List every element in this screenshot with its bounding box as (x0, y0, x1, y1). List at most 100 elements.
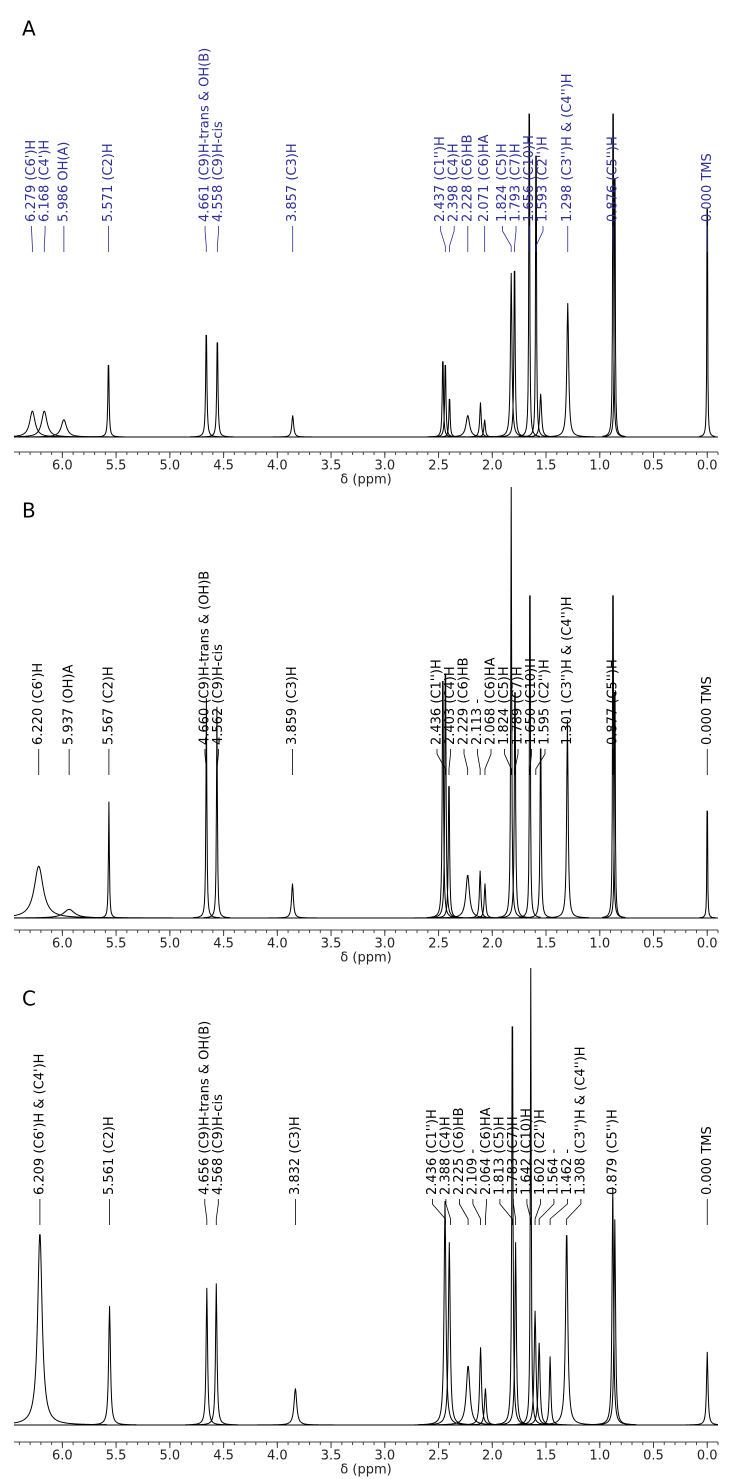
peak-label: 1.593 (C2'')H (536, 136, 551, 222)
peak-label: 4.558 (C9)H-cis (211, 121, 226, 222)
peak-connector (538, 1199, 555, 1225)
peak-connector (535, 749, 546, 775)
panel-letter: B (22, 499, 36, 523)
signal (699, 810, 716, 919)
peak-label: 2.109 - (465, 1149, 480, 1195)
x-tick-label: 3.0 (374, 937, 395, 952)
peak-label: 2.064 (C6)HA (479, 1107, 494, 1195)
peak-connector (472, 1199, 481, 1225)
panel-letter: A (22, 17, 36, 41)
peak-label: 2.068 (C6)HA (484, 657, 499, 745)
x-tick-label: 5.0 (160, 937, 181, 952)
peak-label: 2.228 (C6)HB (460, 134, 475, 222)
x-tick-label: 5.0 (160, 1449, 181, 1464)
signal (497, 486, 525, 918)
peak-connector (526, 1199, 532, 1225)
peak-label: 2.436 (C1'')H (430, 659, 445, 745)
signal (429, 365, 462, 438)
peak-label: 1.462 - (560, 1149, 575, 1195)
signal (517, 967, 545, 1425)
peak-label: 2.225 (C6)HB (452, 1107, 467, 1195)
x-tick-label: 4.0 (267, 459, 288, 474)
spectrum (14, 113, 716, 438)
signal (194, 1283, 238, 1426)
signal (255, 1388, 336, 1426)
peak-connector (513, 1199, 517, 1225)
peak-label: 4.568 (C9)H-cis (211, 1094, 226, 1195)
peak-label: 5.561 (C2)H (102, 1116, 117, 1195)
peak-label: 6.209 (C6')H & (C4')H (32, 1054, 47, 1195)
signal (534, 1235, 599, 1426)
peak-label: 2.403 (C4)H (443, 666, 458, 745)
peak-label: 2.436 (C1'')H (425, 1109, 440, 1195)
peak-label: 1.602 (C2'')H (533, 1109, 548, 1195)
peak-label: 1.642 (C10)H (519, 1108, 534, 1195)
x-tick-label: 2.0 (482, 1449, 503, 1464)
x-tick-label: 0.0 (697, 937, 718, 952)
peak-label: 0.000 TMS (700, 153, 715, 222)
peak-connector (504, 749, 512, 775)
peak-connector (502, 226, 512, 252)
peak-connector (436, 749, 446, 775)
x-tick-label: 2.5 (428, 937, 449, 952)
peak-label: 3.859 (C3)H (285, 666, 300, 745)
x-tick-label: 3.5 (321, 459, 342, 474)
signal (433, 398, 466, 438)
x-tick-label: 3.5 (321, 937, 342, 952)
signal (453, 1347, 508, 1426)
signal (14, 865, 174, 919)
peak-connector (43, 226, 46, 252)
x-tick-label: 1.0 (589, 459, 610, 474)
peak-connector (216, 749, 219, 775)
panel: C 6.0 5.5 5.0 4.5 4.0 3.5 3.0 2.5 2.0 1.5 1.0 0.5 0.0… (14, 967, 719, 1478)
peak-connector (485, 1199, 487, 1225)
signal (92, 365, 125, 438)
panel-letter: C (22, 987, 36, 1011)
peak-connector (215, 1199, 219, 1225)
peak-connector (204, 749, 207, 775)
peak-label: 1.793 (C7)H (509, 143, 524, 222)
peak-label: 0.000 TMS (700, 1126, 715, 1195)
peak-label: 1.783 (C7)H (506, 1116, 521, 1195)
signal (14, 1234, 108, 1426)
peak-label: 1.824 (C5)H (497, 666, 512, 745)
peak-label: 0.000 TMS (700, 676, 715, 745)
peak-label: 1.595 (C2'')H (538, 659, 553, 745)
x-tick-label: 1.0 (589, 1449, 610, 1464)
peak-connector (448, 749, 451, 775)
signal (418, 1201, 472, 1426)
x-tick-label: 4.5 (213, 937, 234, 952)
x-tick-label: 6.0 (52, 937, 73, 952)
peak-label: 5.567 (C2)H (101, 666, 116, 745)
signal (413, 874, 522, 919)
signal (525, 155, 547, 437)
panel: A 6.0 5.5 5.0 4.5 4.0 3.5 3.0 2.5 2.0 1.5 1.0 0.5 0.0… (14, 17, 719, 488)
x-tick-label: 2.5 (428, 1449, 449, 1464)
signal (426, 361, 459, 438)
signal (265, 883, 320, 919)
peak-connector (514, 749, 519, 775)
signal (458, 1388, 513, 1426)
x-tick-label: 3.0 (374, 1449, 395, 1464)
peak-label: 1.656 (C10)H (522, 135, 537, 222)
peak-connector (459, 1199, 469, 1225)
signal (519, 595, 541, 918)
peak-connector (449, 226, 455, 252)
peak-label: 1.824 (C5)H (495, 143, 510, 222)
peak-label: 5.937 (OH)A (62, 665, 77, 746)
signal (458, 870, 502, 919)
signal (458, 402, 502, 438)
signal (190, 334, 223, 438)
x-tick-label: 6.0 (52, 1449, 73, 1464)
peak-label: 2.071 (C6)HA (477, 134, 492, 222)
peak-label: 3.857 (C3)H (285, 143, 300, 222)
x-tick-label: 5.5 (106, 459, 127, 474)
peak-label: 4.661 (C9)H-trans & OH(B) (198, 48, 213, 222)
x-tick-label: 5.0 (160, 459, 181, 474)
x-tick-label: 6.0 (52, 459, 73, 474)
peak-label: 1.650 (C10)H (524, 658, 539, 745)
x-tick-label: 1.5 (536, 937, 557, 952)
peak-connector (529, 749, 532, 775)
